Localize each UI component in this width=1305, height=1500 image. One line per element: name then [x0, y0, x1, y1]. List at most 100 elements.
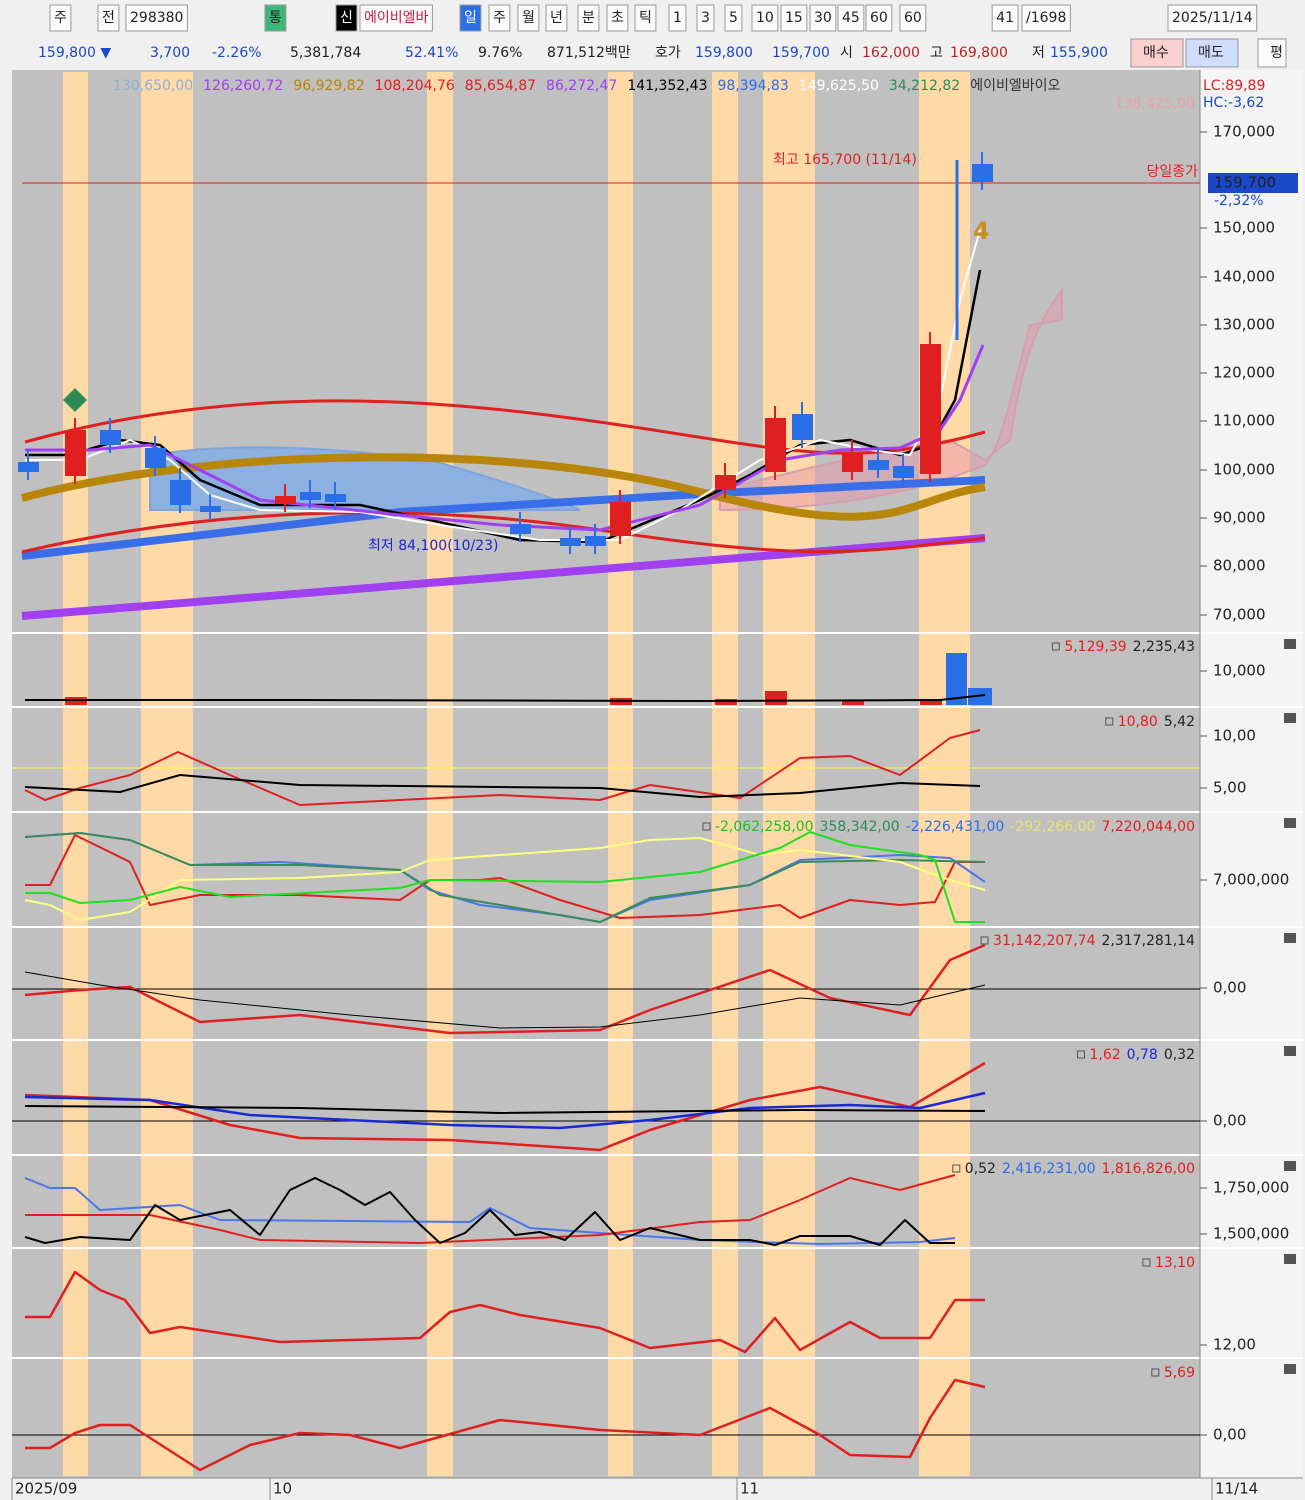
toolbar-item[interactable]: 통 — [269, 10, 282, 26]
toolbar-item[interactable]: 60 — [870, 10, 888, 26]
y-tick-label: 12,00 — [1213, 1336, 1256, 1354]
toolbar-button[interactable] — [125, 4, 188, 32]
line — [24, 774, 981, 798]
toolbar-button[interactable] — [606, 4, 629, 32]
toolbar-item: 41 — [996, 10, 1014, 26]
toolbar-button[interactable] — [1021, 4, 1071, 32]
legend-value: 5,69 — [1164, 1365, 1195, 1381]
legend-value: 358,342,00 — [820, 819, 900, 835]
toolbar-button[interactable] — [359, 4, 433, 32]
toolbar-button[interactable] — [335, 4, 358, 32]
legend-value: 86,272,47 — [546, 78, 617, 94]
toolbar-button[interactable] — [724, 4, 743, 32]
quote-field[interactable]: 평 — [1270, 45, 1283, 61]
band — [763, 72, 815, 1476]
toolbar-button[interactable] — [49, 4, 72, 32]
toolbar-item[interactable]: 일 — [464, 10, 477, 26]
toolbar-item[interactable]: 주 — [493, 10, 506, 26]
legend-value: 96,929,82 — [293, 78, 364, 94]
toolbar-item[interactable]: 에이비엘바 — [364, 10, 429, 26]
y-tick-label: 130,000 — [1213, 316, 1275, 334]
toolbar-button[interactable] — [668, 4, 687, 32]
toolbar-button[interactable] — [577, 4, 600, 32]
toolbar-item[interactable]: 2025/11/14 — [1172, 10, 1253, 26]
y-tick-label: 100,000 — [1213, 461, 1275, 479]
toolbar-item[interactable]: 신 — [340, 10, 353, 26]
quote-field: -2.26% — [212, 45, 262, 61]
legend-value: 0,78 — [1127, 1047, 1158, 1063]
toolbar-item[interactable]: 30 — [814, 10, 832, 26]
quote-field[interactable]: 매도 — [1198, 45, 1224, 61]
toolbar-button[interactable] — [634, 4, 657, 32]
toolbar-button[interactable] — [991, 4, 1019, 32]
toolbar-item[interactable]: 3 — [701, 10, 710, 26]
toolbar-item[interactable]: 틱 — [639, 10, 652, 26]
quote-field: 159,700 — [772, 45, 830, 61]
panel-close[interactable] — [1284, 1046, 1296, 1056]
legend-value: 0,32 — [1164, 1047, 1195, 1063]
toolbar-item[interactable]: 45 — [842, 10, 860, 26]
toolbar-button[interactable] — [865, 4, 893, 32]
y-tick-label: 10,000 — [1213, 662, 1266, 680]
lc: LC:89,89 — [1203, 78, 1265, 94]
line — [25, 1270, 985, 1354]
candle — [510, 524, 531, 534]
order-button[interactable] — [1257, 38, 1287, 68]
toolbar-button[interactable] — [459, 4, 482, 32]
legend-value: 10,80 — [1118, 714, 1158, 730]
panel-close[interactable] — [1284, 713, 1296, 723]
toolbar-button[interactable] — [264, 4, 287, 32]
panel-close[interactable] — [1284, 933, 1296, 943]
legend-value: 138,425,00 — [1115, 96, 1195, 112]
toolbar-item[interactable]: 5 — [729, 10, 738, 26]
band — [712, 72, 738, 1476]
toolbar-item[interactable]: 주 — [54, 10, 67, 26]
panel-close[interactable] — [1284, 818, 1296, 828]
toolbar-button[interactable] — [488, 4, 511, 32]
band — [608, 72, 633, 1476]
order-button[interactable] — [1185, 38, 1239, 68]
toolbar-button[interactable] — [545, 4, 568, 32]
toolbar-item[interactable]: 초 — [611, 10, 624, 26]
line — [24, 971, 986, 1029]
x-tick-label: 2025/09 — [15, 1480, 77, 1498]
legend-value: 에이비엘바이오 — [970, 78, 1060, 94]
panel-close[interactable] — [1284, 1364, 1296, 1374]
toolbar-item[interactable]: 년 — [550, 10, 563, 26]
axis-bg — [1200, 70, 1303, 1478]
panel-close[interactable] — [1284, 639, 1296, 649]
toolbar-item[interactable]: 분 — [582, 10, 595, 26]
toolbar-item[interactable]: 15 — [785, 10, 803, 26]
legend-value: 126,260,72 — [203, 78, 283, 94]
candle — [170, 480, 191, 505]
toolbar-item[interactable]: 전 — [102, 10, 115, 26]
toolbar-item[interactable]: 월 — [522, 10, 535, 26]
toolbar-button[interactable] — [809, 4, 837, 32]
panel-close[interactable] — [1284, 1161, 1296, 1171]
toolbar-item[interactable]: 10 — [756, 10, 774, 26]
toolbar-button[interactable] — [780, 4, 808, 32]
band — [919, 72, 970, 1476]
toolbar-button[interactable] — [97, 4, 120, 32]
toolbar-button[interactable] — [837, 4, 865, 32]
toolbar-button[interactable] — [517, 4, 540, 32]
y-tick-label: 0,00 — [1213, 1426, 1246, 1444]
toolbar-button[interactable] — [899, 4, 927, 32]
toolbar-item[interactable]: 60 — [904, 10, 922, 26]
toolbar-item[interactable]: 298380 — [130, 10, 183, 26]
panel-close[interactable] — [1284, 1254, 1296, 1264]
legend-value: 2,317,281,14 — [1101, 933, 1195, 949]
toolbar-button[interactable] — [751, 4, 779, 32]
toolbar-item[interactable]: 1 — [673, 10, 682, 26]
legend-marker — [1076, 1050, 1085, 1059]
quote-field[interactable]: 매수 — [1143, 45, 1169, 61]
candle — [842, 452, 863, 472]
quote-field: 52.41% — [405, 45, 458, 61]
order-button[interactable] — [1130, 38, 1184, 68]
toolbar-button[interactable] — [696, 4, 715, 32]
toolbar-button[interactable] — [1167, 4, 1258, 32]
legend-value: 141,352,43 — [627, 78, 707, 94]
y-tick-label: 90,000 — [1213, 509, 1266, 527]
candle — [868, 460, 889, 470]
y-tick-label: 150,000 — [1213, 219, 1275, 237]
